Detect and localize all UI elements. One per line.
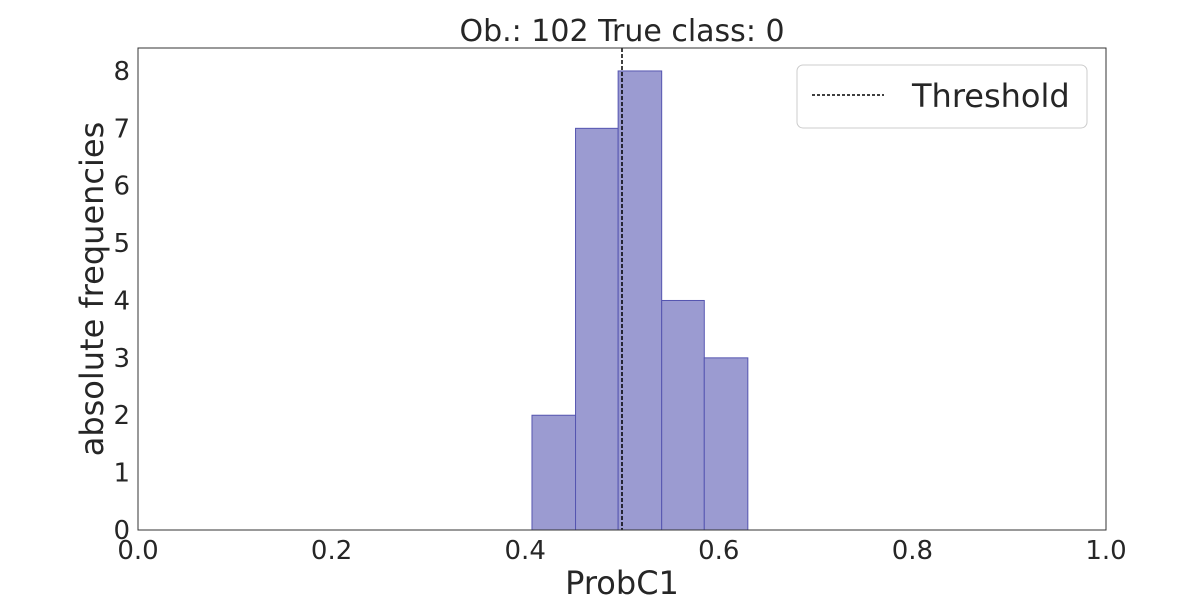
y-axis-ticks: 0 1 2 3 4 5 6 7 8 [113,57,130,546]
histogram-bars [531,70,749,531]
y-tick-label: 4 [113,286,130,316]
y-tick-label: 3 [113,344,130,374]
histogram-bar-2 [617,70,663,531]
y-axis-label: absolute frequencies [73,122,111,457]
y-tick-label: 6 [113,172,130,202]
y-tick-label: 1 [113,459,130,489]
y-tick-label: 7 [113,114,130,144]
histogram-bar-4 [703,357,749,531]
chart-title: Ob.: 102 True class: 0 [459,14,784,49]
x-axis-label: ProbC1 [565,564,679,599]
legend-threshold-label: Threshold [911,77,1070,115]
x-tick-label: 0.6 [698,536,739,566]
y-tick-label: 5 [113,229,130,259]
histogram-bar-1 [575,127,619,531]
x-axis-ticks: 0.0 0.2 0.4 0.6 0.8 1.0 [117,536,1126,566]
x-tick-label: 0.2 [311,536,352,566]
x-tick-label: 1.0 [1085,536,1126,566]
plot-frame [137,47,1107,531]
x-tick-label: 0.0 [117,536,158,566]
legend-box [796,64,1088,129]
y-tick-label: 8 [113,57,130,87]
y-tick-label: 2 [113,401,130,431]
x-tick-label: 0.4 [505,536,546,566]
y-tick-label: 0 [113,516,130,546]
histogram-bar-3 [661,299,705,531]
legend: Threshold [796,64,1088,129]
histogram-bar-0 [531,414,577,531]
x-tick-label: 0.8 [892,536,933,566]
